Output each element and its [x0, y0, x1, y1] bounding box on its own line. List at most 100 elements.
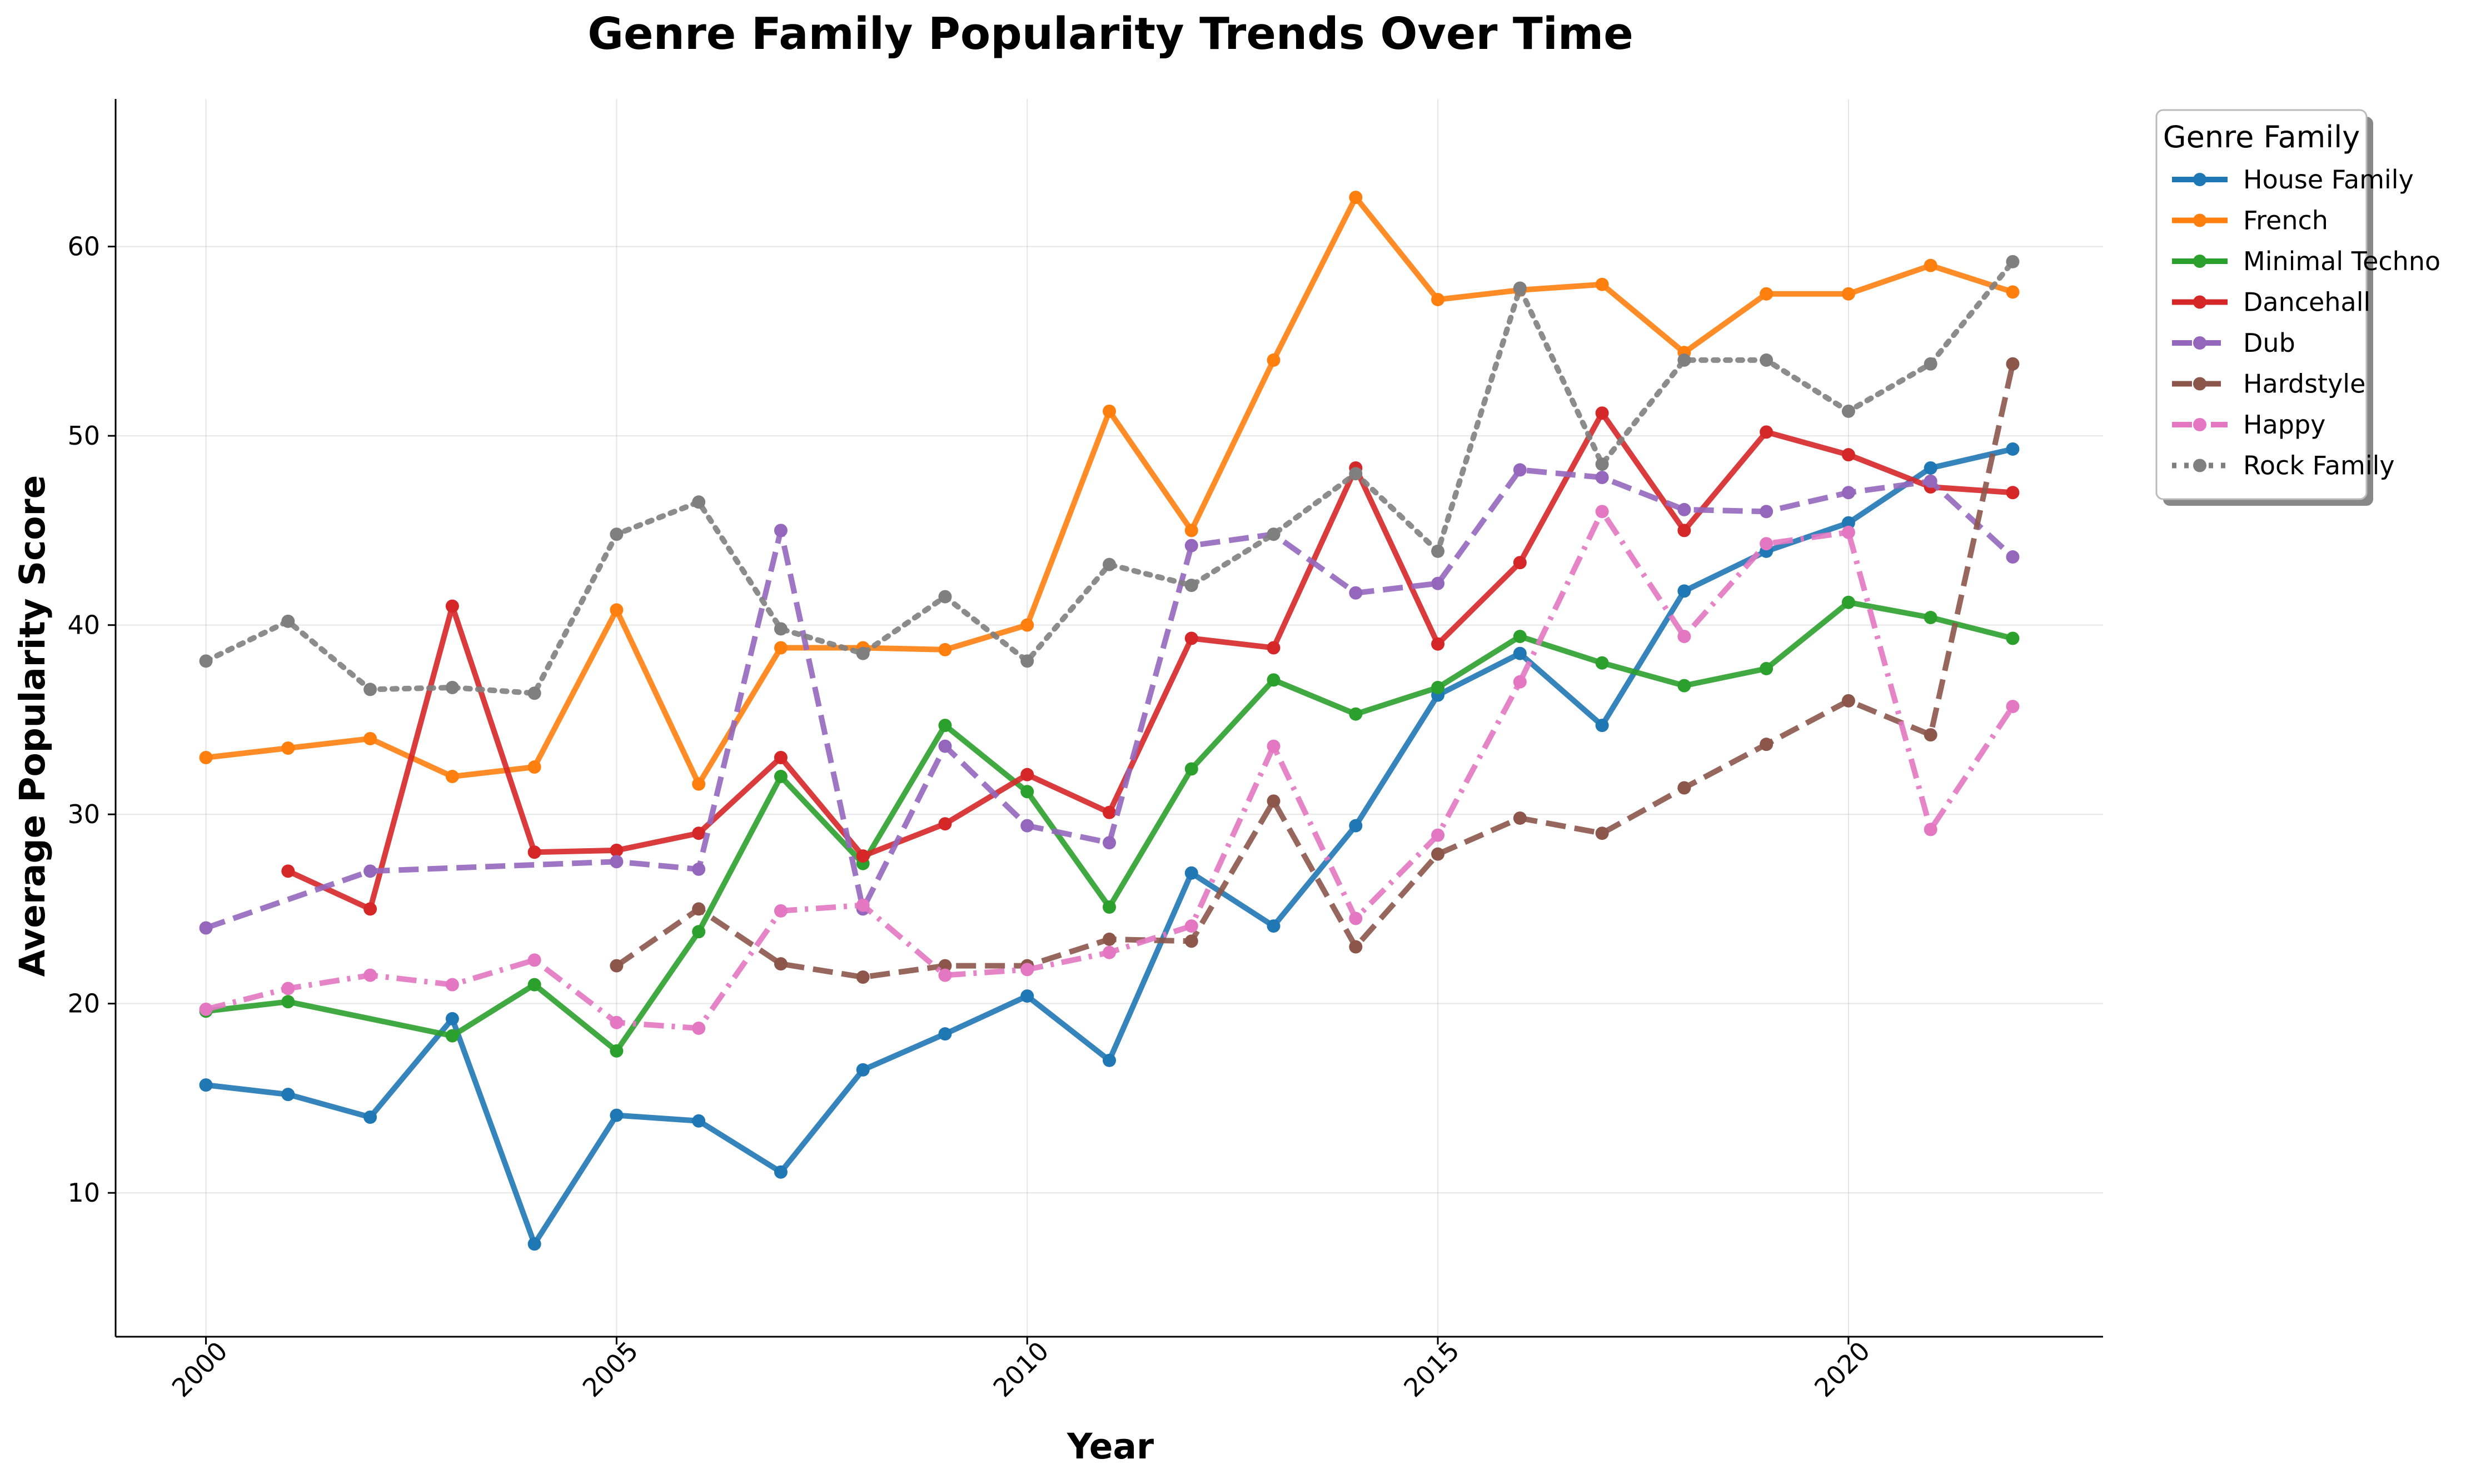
- data-point-dub: [1760, 505, 1773, 519]
- data-point-french: [527, 760, 541, 774]
- data-point-minimal-techno: [1924, 611, 1937, 625]
- data-point-happy: [610, 1015, 624, 1029]
- data-point-dub: [1924, 474, 1937, 488]
- data-point-minimal-techno: [1677, 679, 1691, 693]
- legend-title: Genre Family: [2163, 119, 2360, 155]
- data-point-dancehall: [1267, 641, 1281, 655]
- data-point-dancehall: [692, 826, 706, 840]
- data-point-minimal-techno: [774, 770, 788, 784]
- data-point-rock-family: [1267, 527, 1281, 541]
- data-point-minimal-techno: [1267, 673, 1281, 687]
- data-point-house-family: [1267, 919, 1281, 933]
- legend-marker: [2193, 255, 2206, 268]
- data-point-french: [692, 777, 706, 791]
- data-point-hardstyle: [610, 959, 624, 973]
- data-point-dancehall: [1841, 448, 1855, 462]
- legend-label: Minimal Techno: [2243, 246, 2440, 276]
- data-point-hardstyle: [1595, 826, 1609, 840]
- data-point-happy: [1103, 945, 1116, 959]
- data-point-french: [199, 751, 213, 765]
- data-point-dancehall: [527, 845, 541, 859]
- data-point-french: [1841, 287, 1855, 301]
- data-point-minimal-techno: [281, 995, 295, 1009]
- data-point-happy: [1349, 912, 1363, 925]
- data-point-hardstyle: [1841, 694, 1855, 708]
- data-point-rock-family: [445, 681, 459, 695]
- data-point-french: [1184, 524, 1198, 537]
- data-point-house-family: [1924, 461, 1937, 475]
- y-tick-label: 30: [67, 799, 100, 829]
- data-point-rock-family: [1677, 353, 1691, 367]
- data-point-hardstyle: [938, 959, 952, 973]
- legend-label: Dub: [2243, 328, 2295, 358]
- data-point-minimal-techno: [692, 925, 706, 939]
- data-point-rock-family: [1431, 544, 1445, 558]
- data-point-french: [938, 643, 952, 656]
- data-point-dub: [199, 921, 213, 935]
- legend-label: Happy: [2243, 410, 2325, 440]
- data-point-french: [2006, 285, 2020, 299]
- legend-marker: [2193, 459, 2206, 472]
- data-point-house-family: [774, 1165, 788, 1179]
- data-point-house-family: [199, 1078, 213, 1092]
- legend-item-happy: Happy: [2172, 410, 2325, 440]
- series-hardstyle: [610, 357, 2020, 984]
- data-point-happy: [1020, 963, 1034, 977]
- data-point-dub: [1184, 539, 1198, 552]
- data-point-dancehall: [1184, 631, 1198, 645]
- data-point-house-family: [1349, 819, 1363, 833]
- data-point-house-family: [1513, 646, 1527, 660]
- data-point-hardstyle: [856, 970, 870, 984]
- data-point-hardstyle: [1760, 738, 1773, 751]
- legend-marker: [2193, 377, 2206, 391]
- data-point-french: [774, 641, 788, 655]
- legend-item-hardstyle: Hardstyle: [2172, 369, 2365, 399]
- data-point-minimal-techno: [527, 978, 541, 992]
- data-point-rock-family: [199, 654, 213, 668]
- data-point-rock-family: [1595, 457, 1609, 471]
- data-point-rock-family: [527, 686, 541, 700]
- data-point-minimal-techno: [1020, 785, 1034, 799]
- data-point-rock-family: [1760, 353, 1773, 367]
- data-point-house-family: [1020, 989, 1034, 1003]
- data-point-house-family: [1184, 866, 1198, 880]
- data-point-french: [610, 603, 624, 617]
- data-point-rock-family: [1184, 579, 1198, 592]
- data-point-happy: [1431, 828, 1445, 842]
- data-point-rock-family: [1020, 654, 1034, 668]
- data-point-dub: [774, 524, 788, 537]
- data-point-minimal-techno: [1513, 630, 1527, 644]
- data-point-minimal-techno: [1103, 900, 1116, 914]
- data-point-dancehall: [1020, 768, 1034, 781]
- data-point-dub: [1595, 471, 1609, 485]
- data-point-minimal-techno: [1431, 681, 1445, 695]
- data-point-rock-family: [281, 614, 295, 628]
- data-point-minimal-techno: [445, 1029, 459, 1043]
- y-tick-label: 20: [67, 989, 100, 1019]
- data-point-house-family: [610, 1108, 624, 1122]
- data-point-hardstyle: [1103, 932, 1116, 946]
- data-point-dancehall: [1677, 524, 1691, 537]
- series-happy: [199, 505, 2020, 1035]
- data-point-house-family: [281, 1088, 295, 1102]
- data-point-french: [1760, 287, 1773, 301]
- data-point-hardstyle: [1431, 847, 1445, 861]
- data-point-happy: [363, 968, 377, 982]
- legend-marker: [2193, 418, 2206, 431]
- data-point-dancehall: [1431, 637, 1445, 651]
- data-point-dub: [610, 855, 624, 869]
- legend-item-french: French: [2172, 206, 2328, 236]
- data-point-minimal-techno: [1595, 656, 1609, 670]
- data-point-happy: [1677, 630, 1691, 644]
- legend-items: House Family French Minimal Techno Dancehal…: [2172, 165, 2440, 481]
- legend-item-house-family: House Family: [2172, 165, 2414, 195]
- data-point-rock-family: [1349, 467, 1363, 481]
- data-point-happy: [1924, 823, 1937, 836]
- data-point-dancehall: [1513, 556, 1527, 570]
- legend-item-dub: Dub: [2172, 328, 2295, 358]
- data-point-house-family: [2006, 442, 2020, 456]
- series-line-dancehall: [287, 410, 2013, 912]
- data-point-dub: [1103, 836, 1116, 850]
- data-point-house-family: [527, 1237, 541, 1251]
- data-point-happy: [774, 904, 788, 918]
